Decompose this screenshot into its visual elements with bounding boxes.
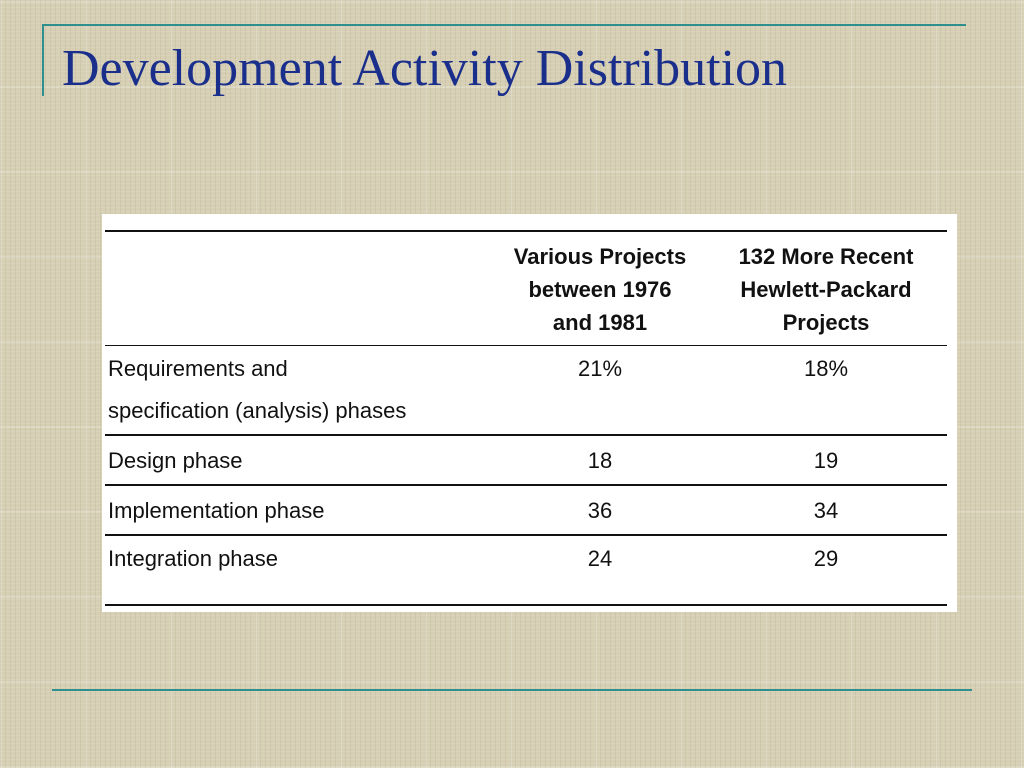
cell-value: 36 <box>587 498 613 523</box>
header-line: Projects <box>782 310 870 335</box>
header-empty-cell <box>105 231 495 346</box>
table-panel: Various Projects between 1976 and 1981 1… <box>102 214 957 612</box>
row-label-requirements: Requirements and specification (analysis… <box>105 346 495 436</box>
header-line: between 1976 <box>528 277 672 302</box>
table-header-row: Various Projects between 1976 and 1981 1… <box>105 231 947 346</box>
table-row: Design phase 18 19 <box>105 435 947 485</box>
cell-value: 19 <box>813 448 839 473</box>
table-row: Implementation phase 36 34 <box>105 485 947 535</box>
cell-value: 18% <box>803 356 849 381</box>
cell-value: 29 <box>813 546 839 571</box>
row-label-implementation: Implementation phase <box>108 498 325 523</box>
slide-title: Development Activity Distribution <box>62 40 788 97</box>
top-accent-rule <box>44 24 966 26</box>
bottom-accent-rule <box>52 689 972 691</box>
cell-value: 34 <box>813 498 839 523</box>
row-label-line: Requirements and <box>108 356 288 381</box>
header-line: and 1981 <box>552 310 648 335</box>
table-row: Requirements and specification (analysis… <box>105 346 947 436</box>
row-label-design: Design phase <box>108 448 243 473</box>
activity-distribution-table: Various Projects between 1976 and 1981 1… <box>105 230 947 606</box>
header-line: Various Projects <box>513 244 687 269</box>
cell-value: 18 <box>587 448 613 473</box>
header-line: 132 More Recent <box>738 244 914 269</box>
left-accent-rule <box>42 24 44 96</box>
header-line: Hewlett-Packard <box>740 277 912 302</box>
header-various-projects: Various Projects between 1976 and 1981 <box>495 231 705 346</box>
row-label-integration: Integration phase <box>108 546 279 571</box>
table-row: Integration phase 24 29 <box>105 535 947 605</box>
cell-value: 21% <box>577 356 623 381</box>
header-hp-projects: 132 More Recent Hewlett-Packard Projects <box>705 231 947 346</box>
row-label-line: specification (analysis) phases <box>108 398 407 423</box>
cell-value: 24 <box>587 546 613 571</box>
